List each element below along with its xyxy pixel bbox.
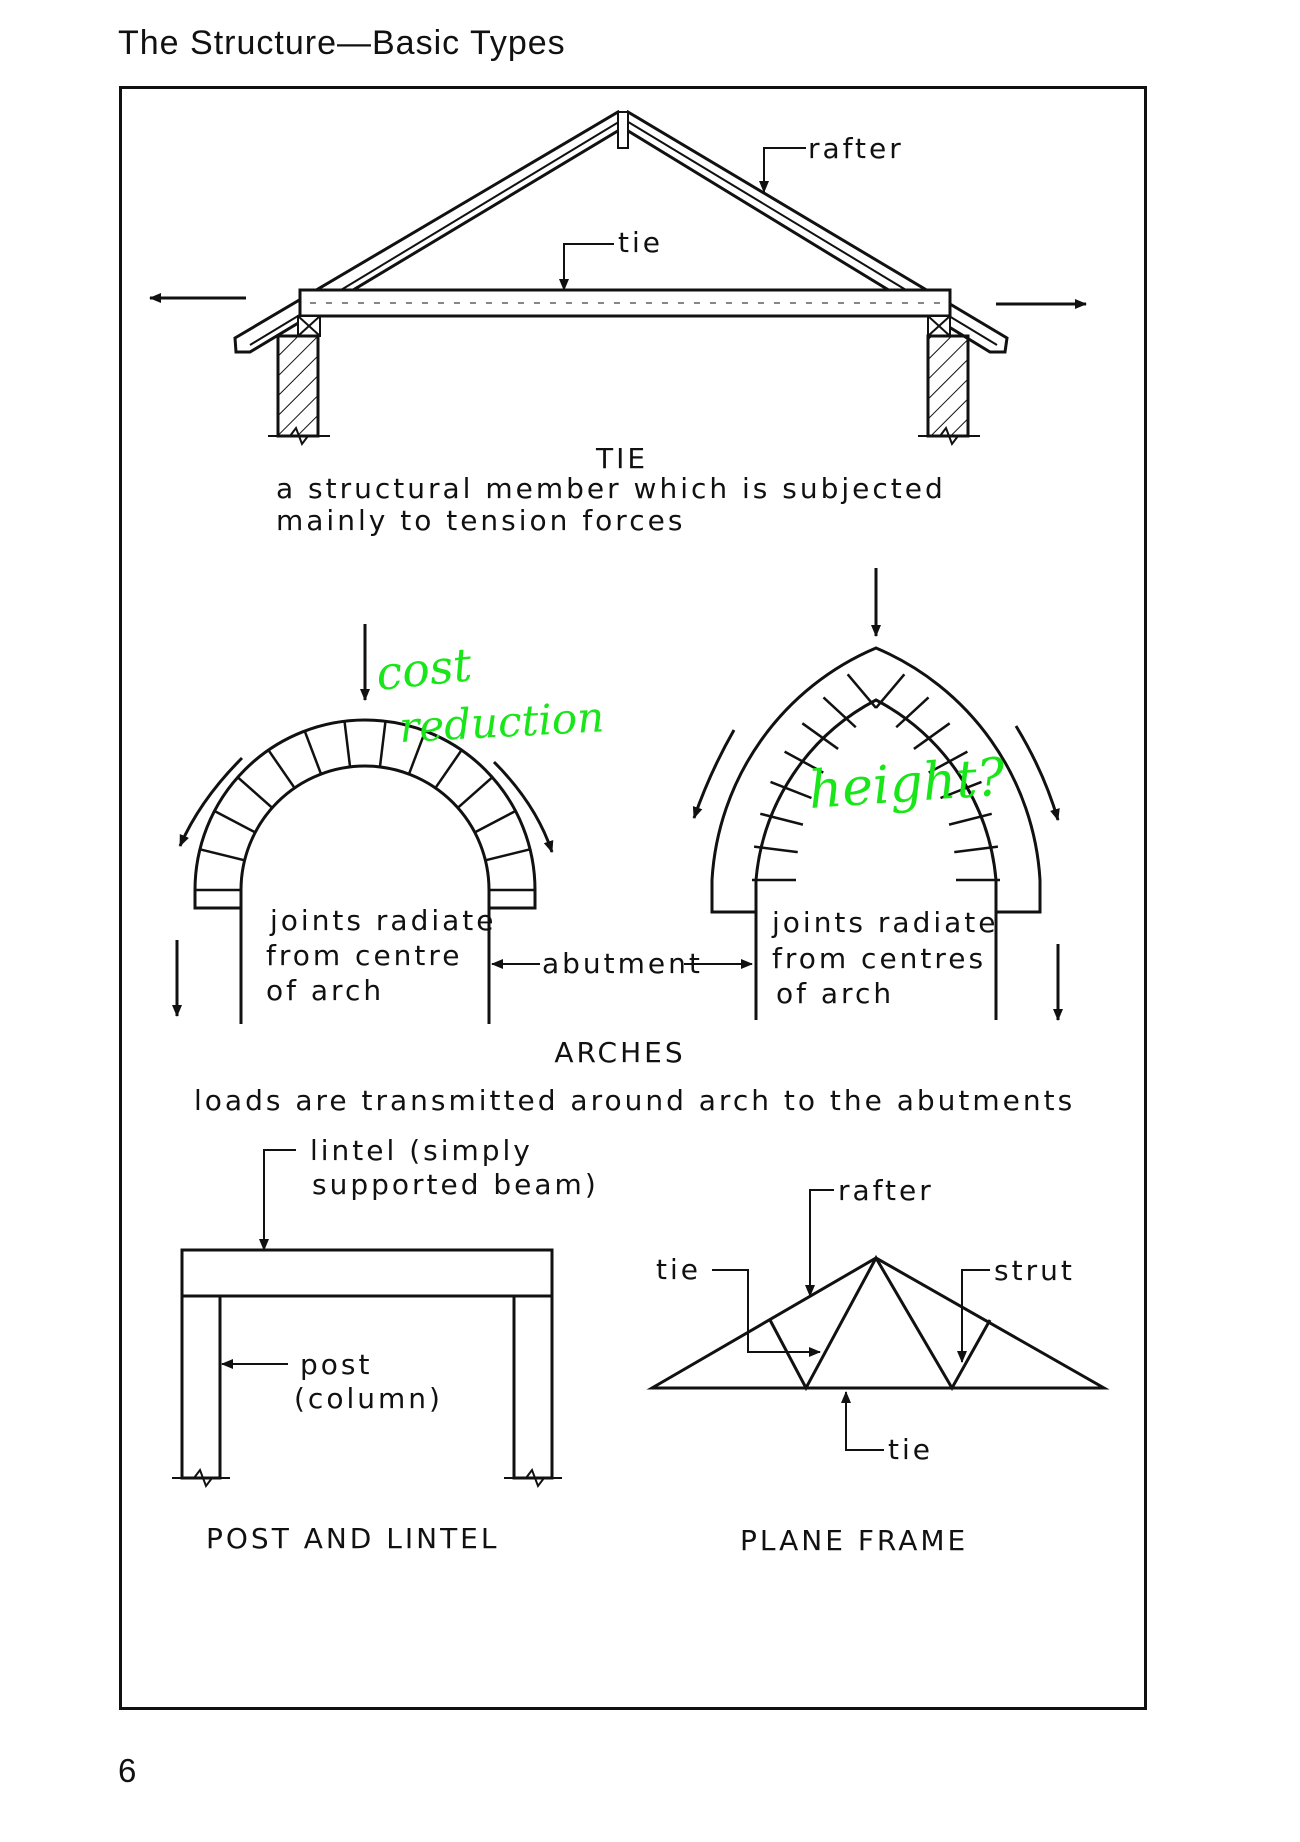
tie-label-tie: tie xyxy=(618,226,663,259)
tie-leader xyxy=(559,243,614,291)
plane-frame-label-tie-top: tie xyxy=(656,1253,701,1286)
pointed-thrust-arrow-right xyxy=(1014,725,1060,821)
voussoir-joint xyxy=(378,721,387,768)
post-label-line1: post xyxy=(300,1348,372,1381)
figure-frame xyxy=(119,86,1147,1710)
voussoir-joint xyxy=(948,812,993,826)
handwritten-annotations: cost reduction height? xyxy=(374,637,1008,821)
plane-frame-tie-top-leader xyxy=(712,1269,821,1357)
pointed-arch: joints radiate from centres of arch xyxy=(692,568,1063,1021)
voussoir-joint xyxy=(753,845,798,854)
ridge-board xyxy=(617,111,629,149)
lintel-label-line2: supported beam) xyxy=(312,1168,599,1201)
post-label-line2: (column) xyxy=(294,1382,443,1415)
right-post xyxy=(512,1294,554,1480)
semi-thrust-arrow-left xyxy=(178,756,244,847)
pointed-arch-voussoirs xyxy=(752,673,1000,882)
plane-frame-label-tie-bottom: tie xyxy=(888,1433,933,1466)
right-arch-note-line2: from centres xyxy=(772,942,986,975)
left-post xyxy=(180,1294,222,1480)
plane-frame-strut-leader xyxy=(957,1269,990,1363)
voussoir-joint xyxy=(822,696,857,729)
tie-label-rafter: rafter xyxy=(808,132,904,165)
page-number: 6 xyxy=(118,1752,137,1789)
voussoir-joint xyxy=(770,780,812,800)
arches-diagram: joints radiate from centre of arch joint… xyxy=(172,568,1075,1117)
semicircular-arch-voussoirs xyxy=(195,721,535,892)
voussoir-joint xyxy=(913,722,951,750)
plane-frame-title: PLANE FRAME xyxy=(740,1524,968,1557)
tie-desc-line1: a structural member which is subjected xyxy=(276,472,946,505)
semicircular-arch-outline xyxy=(193,718,537,910)
post-lintel-title: POST AND LINTEL xyxy=(206,1522,499,1555)
voussoir-joint xyxy=(928,750,968,774)
voussoir-joint xyxy=(784,750,824,774)
semicircular-arch: joints radiate from centre of arch xyxy=(172,624,554,1024)
voussoir-joint xyxy=(846,673,877,709)
voussoir-joint xyxy=(801,722,839,750)
voussoir-joint xyxy=(954,845,999,854)
plane-frame-label-rafter: rafter xyxy=(838,1174,934,1207)
pointed-thrust-arrow-left xyxy=(692,729,736,819)
pointed-arch-abutments xyxy=(754,912,998,1020)
lintel-leader xyxy=(259,1149,296,1251)
rafter-leader xyxy=(759,147,806,193)
voussoir-joint xyxy=(485,848,531,862)
running-head: The Structure—Basic Types xyxy=(118,24,566,62)
right-arch-note-line3: of arch xyxy=(776,977,894,1010)
left-wall xyxy=(276,334,320,438)
right-arch-note-line1: joints radiate xyxy=(771,906,999,939)
plane-frame-rafter-leader xyxy=(805,1189,834,1297)
semi-thrust-arrow-right xyxy=(492,760,554,853)
lintel-label-line1: lintel (simply xyxy=(310,1134,533,1167)
plane-frame-truss xyxy=(646,1254,1110,1392)
right-wall xyxy=(926,334,970,438)
arches-desc: loads are transmitted around arch to the… xyxy=(194,1084,1075,1117)
left-arch-note-line3: of arch xyxy=(266,974,384,1007)
voussoir-joint xyxy=(303,730,323,775)
voussoir-joint xyxy=(456,776,494,809)
voussoir-joint xyxy=(940,780,982,800)
handwritten-note-reduction: reduction xyxy=(398,692,605,752)
voussoir-joint xyxy=(474,809,517,834)
lintel-beam xyxy=(180,1248,554,1298)
left-arch-note-line1: joints radiate xyxy=(269,904,497,937)
voussoir-joint xyxy=(213,809,256,834)
plane-frame-tie-bottom-leader xyxy=(841,1391,884,1451)
voussoir-joint xyxy=(434,749,463,789)
voussoir-joint xyxy=(759,812,804,826)
abutment-label: abutment xyxy=(542,947,703,980)
arches-title: ARCHES xyxy=(554,1036,685,1069)
left-arch-note-line2: from centre xyxy=(266,939,463,972)
voussoir-joint xyxy=(895,696,930,729)
post-lintel-diagram: lintel (simply supported beam) post (col… xyxy=(172,1134,599,1555)
voussoir-joint xyxy=(875,673,906,709)
voussoir-joint xyxy=(343,721,352,768)
voussoir-joint xyxy=(407,730,427,775)
voussoir-joint xyxy=(267,749,296,789)
tie-title: TIE xyxy=(595,442,648,475)
pointed-arch-outline xyxy=(710,646,1042,914)
handwritten-note-height: height? xyxy=(807,747,1008,821)
tie-desc-line2: mainly to tension forces xyxy=(276,504,685,537)
handwritten-note-cost: cost xyxy=(374,637,475,701)
semicircular-arch-abutments xyxy=(239,908,491,1024)
tie-beam xyxy=(298,288,952,318)
tie-diagram: rafter tie TIE a structural member which… xyxy=(149,109,1087,537)
voussoir-joint xyxy=(199,848,245,862)
plane-frame-diagram: rafter tie strut tie PLANE FRAME xyxy=(646,1174,1110,1557)
voussoir-joint xyxy=(236,776,274,809)
plane-frame-label-strut: strut xyxy=(994,1254,1075,1287)
